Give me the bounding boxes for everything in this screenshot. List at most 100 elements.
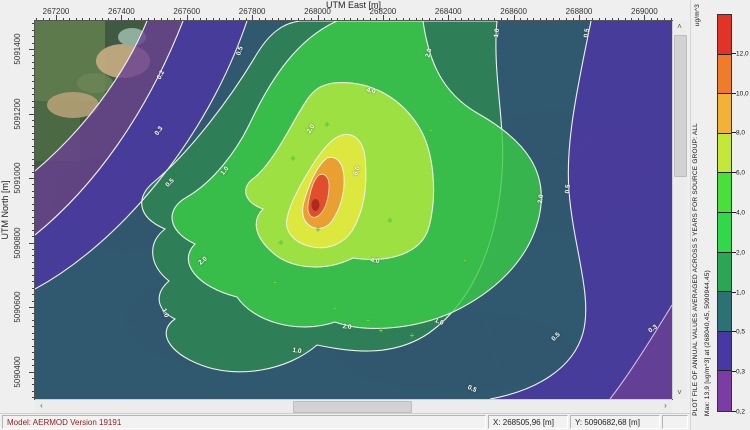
x-axis-tick [69,18,71,21]
x-axis-tick [147,18,149,21]
y-axis-tick-label: 5090400 [13,355,22,388]
y-axis-tick [32,74,35,76]
colorbar-tick-label: 0,5 [736,328,746,336]
x-axis-tick [160,18,162,21]
x-axis-tick [494,18,496,21]
colorbar-segment [718,331,731,372]
map-canvas[interactable]: 0.2 0.3 0.3 0.5 0.5 0.5 0.5 0.5 0.5 1.0 1.0 1.0 1.0 1… [34,20,673,400]
horizontal-scrollbar[interactable]: ‹ › [35,399,672,413]
y-axis-tick [32,345,35,347]
colorbar-segment [718,371,731,411]
x-axis-tick [376,18,378,21]
x-axis-tick-label: 268000 [304,7,331,16]
colorbar-tick-label: 0,3 [736,368,746,376]
y-axis-tick [32,61,35,63]
y-axis-tick [32,287,35,289]
horizontal-scrollbar-thumb[interactable] [293,401,412,413]
colorbar-tick [732,52,736,54]
x-axis-tick [559,18,561,21]
vertical-scrollbar[interactable]: ˄ ˅ [672,21,687,399]
y-axis-tick [32,281,35,283]
x-axis-tick [49,18,51,21]
colorbar-tick [732,291,736,293]
x-axis-tick [428,18,430,21]
x-axis-tick [101,18,103,21]
status-cursor-x: X: 268505,96 [m] [488,415,568,429]
y-axis-tick [32,29,35,31]
y-axis-tick [32,203,35,205]
x-axis-tick [337,18,339,21]
x-axis-tick [552,18,554,21]
x-axis-tick-label: 267400 [108,7,135,16]
x-axis-tick [297,18,299,21]
x-axis-tick [441,18,443,21]
x-axis-tick [402,18,404,21]
scroll-left-icon[interactable]: ‹ [35,400,48,412]
band-0.2-se-corner [610,305,672,399]
x-axis-tick [631,18,633,21]
colorbar-segment [718,54,731,95]
contour-line-0.2 [35,21,148,172]
x-axis-tick [664,18,666,21]
x-axis-tick [526,18,528,21]
y-axis-tick [32,319,35,321]
colorbar-tick-label: 0,2 [736,408,746,416]
y-axis-tick [32,390,35,392]
scroll-down-icon[interactable]: ˅ [673,387,686,399]
x-axis-tick [467,18,469,21]
x-axis-tick [252,15,254,21]
x-axis-tick [605,18,607,21]
colorbar-tick-label: 12,0 [736,50,749,58]
x-axis-tick [167,18,169,21]
x-axis-tick [454,18,456,21]
x-axis-tick [539,18,541,21]
x-axis-tick [193,18,195,21]
scroll-right-icon[interactable]: › [659,400,672,412]
x-axis-tick [108,18,110,21]
x-axis-tick [644,15,646,21]
colorbar-tick [732,411,736,412]
y-axis-tick [32,377,35,379]
x-axis-tick [88,18,90,21]
x-axis-tick [180,18,182,21]
x-axis-tick-label: 268400 [434,7,462,16]
x-axis-tick [75,18,77,21]
x-axis-tick [507,18,509,21]
x-axis-tick [395,18,397,21]
x-axis-tick [356,18,358,21]
y-axis-tick [32,100,35,102]
colorbar-tick [732,132,736,134]
x-axis-tick [565,18,567,21]
y-axis-tick [32,158,35,160]
x-axis-tick [239,18,241,21]
y-axis-tick [32,300,35,302]
y-axis-tick-label: 5091200 [13,97,22,130]
colorbar-tick [732,371,736,373]
vertical-scrollbar-thumb[interactable] [674,35,687,177]
x-axis-tick [271,18,273,21]
status-bar: Model: AERMOD Version 19191 X: 268505,96… [0,413,690,430]
colorbar-tick-label: 10,0 [736,90,749,98]
y-axis-tick [32,152,35,154]
x-axis-tick [206,18,208,21]
contour-map-svg [35,21,672,399]
y-axis-tick [32,139,35,141]
colorbar-unit-label: ug/m^3 [694,4,701,27]
x-axis-tick [42,18,44,21]
colorbar-segment [718,94,731,134]
x-axis-tick [369,18,371,21]
x-axis-tick-label: 269000 [631,7,658,16]
y-axis-tick [32,384,35,386]
scroll-up-icon[interactable]: ˄ [673,21,686,33]
y-axis-tick [29,113,35,115]
max-value-label: Max: 13,9 [ug/m^3] at (268040,45, 509094… [704,269,711,416]
x-axis-tick [127,18,129,21]
y-axis-tick [32,132,35,134]
contour-lines [35,21,672,399]
y-axis-tick [32,126,35,128]
x-axis-tick-label: 268800 [565,7,593,16]
x-axis-tick [225,18,227,21]
x-axis-tick [363,18,365,21]
x-axis-tick [82,18,84,21]
x-axis-tick [611,18,613,21]
